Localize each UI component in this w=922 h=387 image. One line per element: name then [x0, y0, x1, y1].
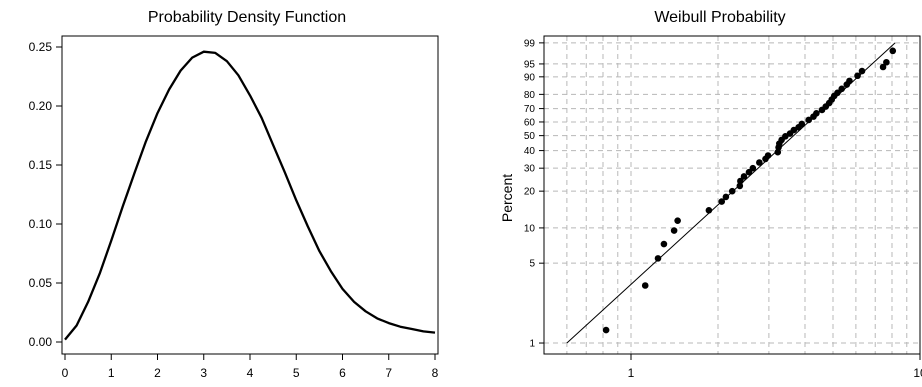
weibull-data-point — [749, 164, 757, 172]
weibull-data-point — [834, 89, 841, 97]
pdf-x-tick-label: 8 — [432, 366, 439, 380]
weibull-y-tick-label: 80 — [524, 90, 536, 101]
weibull-data-point — [838, 85, 846, 93]
weibull-y-axis-label: Percent — [499, 174, 515, 222]
weibull-data-point — [602, 326, 610, 334]
pdf-y-tick-label: 0.15 — [29, 158, 53, 172]
pdf-curve-series — [64, 50, 436, 341]
weibull-data-points — [602, 47, 897, 334]
pdf-y-tick-label: 0.00 — [29, 335, 53, 349]
pdf-y-ticks: 0.00 0.05 0.10 0.15 0.20 0.25 — [29, 40, 62, 349]
pdf-x-tick-label: 5 — [293, 366, 300, 380]
pdf-title: Probability Density Function — [148, 9, 346, 26]
weibull-y-tick-label: 60 — [524, 117, 536, 128]
weibull-data-point — [805, 116, 813, 124]
weibull-data-point — [740, 173, 748, 180]
weibull-data-point — [764, 152, 772, 159]
weibull-data-point — [889, 47, 897, 55]
pdf-x-tick-label: 7 — [385, 366, 392, 380]
weibull-y-ticks: 1 5 10 20 30 40 50 60 70 80 90 95 99 — [524, 38, 544, 350]
weibull-data-point — [641, 282, 649, 289]
weibull-y-tick-label: 30 — [524, 164, 536, 175]
weibull-chart: Weibull Probability Percent 1 5 10 20 30 40 50… — [499, 9, 922, 380]
weibull-data-point — [736, 182, 744, 190]
weibull-data-point — [798, 120, 806, 128]
pdf-x-tick-label: 6 — [339, 366, 346, 380]
weibull-y-tick-label: 50 — [524, 131, 536, 142]
weibull-data-point — [705, 207, 713, 214]
weibull-data-point — [846, 77, 853, 85]
pdf-x-tick-label: 3 — [200, 366, 207, 380]
weibull-data-point — [854, 72, 861, 80]
pdf-x-tick-label: 4 — [247, 366, 254, 380]
weibull-x-tick-label: 10 — [913, 366, 922, 380]
weibull-y-tick-label: 90 — [524, 72, 536, 83]
pdf-y-tick-label: 0.25 — [29, 40, 53, 54]
weibull-y-tick-label: 20 — [524, 187, 536, 198]
pdf-x-ticks: 0 1 2 3 4 5 6 7 8 — [62, 354, 439, 380]
weibull-plot-frame — [543, 35, 921, 355]
weibull-data-point — [670, 227, 678, 234]
weibull-data-point — [660, 240, 668, 248]
pdf-x-tick-label: 2 — [154, 366, 161, 380]
weibull-x-ticks: 1 10 — [628, 354, 922, 380]
weibull-y-tick-label: 5 — [529, 259, 535, 270]
pdf-y-tick-label: 0.05 — [29, 276, 53, 290]
weibull-data-point — [858, 67, 866, 75]
weibull-x-tick-label: 1 — [628, 366, 635, 380]
weibull-data-point — [879, 63, 887, 71]
weibull-y-tick-label: 95 — [524, 59, 536, 70]
weibull-y-tick-label: 1 — [529, 339, 535, 350]
weibull-data-point — [813, 109, 820, 117]
weibull-data-point — [674, 217, 681, 224]
weibull-data-point — [728, 187, 736, 195]
weibull-data-point — [718, 198, 726, 205]
weibull-data-point — [654, 255, 662, 262]
weibull-data-point — [756, 159, 763, 166]
weibull-y-tick-label: 70 — [524, 104, 536, 115]
weibull-data-point — [883, 58, 890, 66]
weibull-y-tick-label: 10 — [524, 223, 536, 234]
weibull-data-point — [737, 177, 744, 185]
weibull-y-tick-label: 99 — [524, 38, 536, 49]
weibull-y-tick-label: 40 — [524, 146, 536, 157]
pdf-y-tick-label: 0.20 — [29, 99, 53, 113]
weibull-data-point — [722, 193, 730, 201]
pdf-x-tick-label: 1 — [108, 366, 115, 380]
pdf-y-tick-label: 0.10 — [29, 217, 53, 231]
pdf-x-tick-label: 0 — [62, 366, 69, 380]
weibull-grid — [544, 36, 920, 354]
weibull-title: Weibull Probability — [654, 9, 785, 26]
pdf-chart: Probability Density Function 0.00 0.05 0.1… — [29, 9, 439, 380]
pdf-plot-frame — [61, 35, 439, 355]
